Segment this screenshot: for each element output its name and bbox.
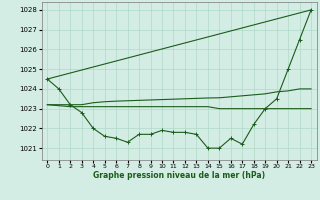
- X-axis label: Graphe pression niveau de la mer (hPa): Graphe pression niveau de la mer (hPa): [93, 171, 265, 180]
